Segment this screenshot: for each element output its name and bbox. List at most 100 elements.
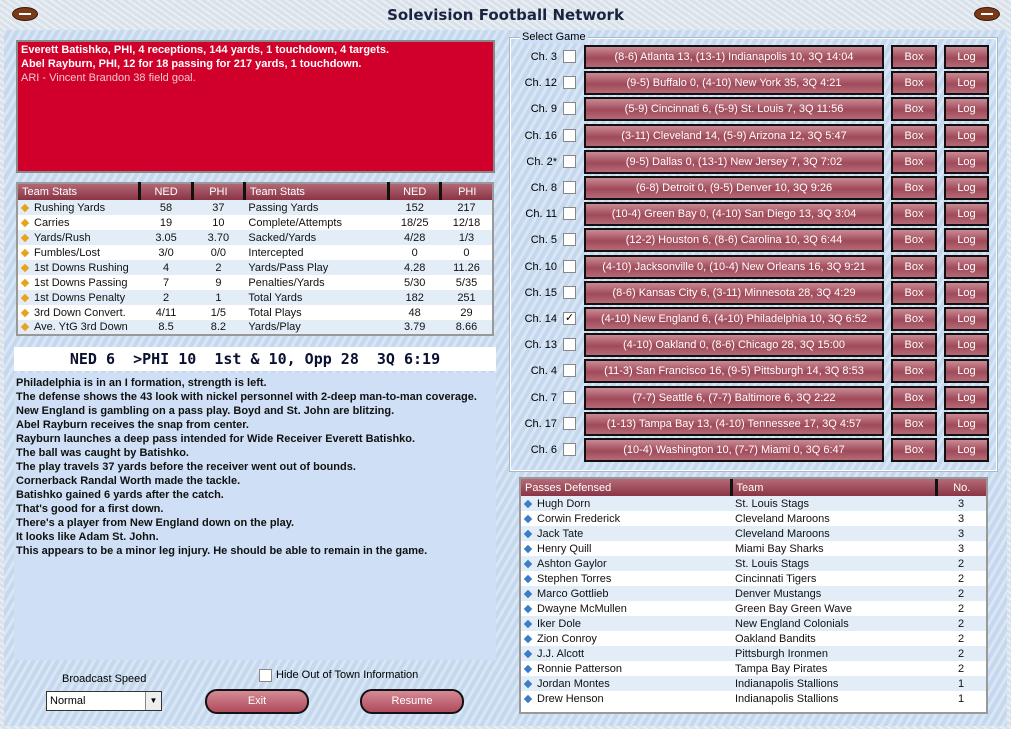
channel-checkbox[interactable] (563, 285, 576, 299)
channel-checkbox[interactable] (563, 364, 576, 378)
log-button[interactable]: Log (944, 438, 989, 462)
box-score-button[interactable]: Box (891, 202, 937, 227)
play-by-play: Philadelphia is in an I formation, stren… (14, 373, 496, 660)
stat-cell: 8.66 (440, 320, 493, 335)
chevron-down-icon[interactable]: ▼ (145, 692, 161, 710)
box-score-button[interactable]: Box (891, 45, 937, 69)
game-button[interactable]: (1-13) Tampa Bay 13, (4-10) Tennessee 17… (584, 411, 884, 436)
table-row[interactable]: Corwin Frederick Cleveland Maroons 3 (521, 511, 986, 526)
log-button[interactable]: Log (944, 149, 989, 174)
channel-checkbox[interactable] (563, 416, 576, 430)
hide-out-of-town-checkbox[interactable] (259, 669, 272, 682)
channel-checkbox[interactable] (563, 102, 576, 116)
table-row[interactable]: Ashton Gaylor St. Louis Stags 2 (521, 556, 986, 571)
game-button[interactable]: (4-10) Jacksonville 0, (10-4) New Orlean… (584, 254, 884, 279)
channel-checkbox[interactable] (563, 154, 576, 168)
channel-checkbox[interactable] (563, 207, 576, 221)
game-button[interactable]: (3-11) Cleveland 14, (5-9) Arizona 12, 3… (584, 123, 884, 148)
log-button[interactable]: Log (944, 97, 989, 122)
game-button[interactable]: (7-7) Seattle 6, (7-7) Baltimore 6, 3Q 2… (584, 385, 884, 410)
channel-checkbox[interactable] (563, 76, 576, 90)
channel-checkbox[interactable] (563, 50, 576, 63)
team-stats-table: Team Stats NED PHI Team Stats NED PHI Rushing … (16, 182, 494, 336)
stat-cell: Intercepted (244, 245, 388, 260)
play-line: Abel Rayburn receives the snap from cent… (16, 419, 249, 431)
box-score-button[interactable]: Box (891, 228, 937, 253)
game-button[interactable]: (6-8) Detroit 0, (9-5) Denver 10, 3Q 9:2… (584, 176, 884, 200)
log-button[interactable]: Log (944, 176, 989, 200)
channel-checkbox[interactable] (563, 233, 576, 247)
broadcast-speed-select[interactable]: Normal ▼ (46, 691, 162, 711)
game-button[interactable]: (9-5) Dallas 0, (13-1) New Jersey 7, 3Q … (584, 149, 884, 174)
box-score-button[interactable]: Box (891, 149, 937, 174)
table-row[interactable]: Dwayne McMullen Green Bay Green Wave 2 (521, 601, 986, 616)
table-row: Ave. YtG 3rd Down 8.5 8.2 Yards/Play 3.79 8.6… (17, 320, 493, 335)
leader-cell: 2 (936, 616, 986, 631)
game-button[interactable]: (11-3) San Francisco 16, (9-5) Pittsburg… (584, 359, 884, 384)
channel-checkbox[interactable] (563, 259, 576, 273)
table-row[interactable]: Jack Tate Cleveland Maroons 3 (521, 526, 986, 541)
log-button[interactable]: Log (944, 359, 989, 384)
stat-cell: Carries (17, 215, 140, 230)
table-row[interactable]: Henry Quill Miami Bay Sharks 3 (521, 541, 986, 556)
resume-button[interactable]: Resume (360, 689, 464, 714)
table-row[interactable]: Stephen Torres Cincinnati Tigers 2 (521, 571, 986, 586)
stat-value: 217 (457, 201, 476, 214)
channel-checkbox[interactable] (563, 181, 576, 194)
box-score-button[interactable]: Box (891, 359, 937, 384)
table-row[interactable]: Ronnie Patterson Tampa Bay Pirates 2 (521, 661, 986, 676)
log-button[interactable]: Log (944, 71, 989, 96)
box-score-button[interactable]: Box (891, 254, 937, 279)
game-button[interactable]: (8-6) Kansas City 6, (3-11) Minnesota 28… (584, 280, 884, 305)
log-button[interactable]: Log (944, 307, 989, 331)
channel-checkbox[interactable] (563, 338, 576, 352)
stat-cell: Sacked/Yards (244, 230, 389, 245)
bullet-icon (523, 694, 533, 703)
table-row[interactable]: Jordan Montes Indianapolis Stallions 1 (521, 676, 986, 691)
game-button[interactable]: (10-4) Washington 10, (7-7) Miami 0, 3Q … (584, 438, 884, 462)
log-button[interactable]: Log (944, 45, 989, 69)
exit-button[interactable]: Exit (205, 689, 309, 714)
box-score-button[interactable]: Box (891, 385, 937, 410)
box-score-button[interactable]: Box (891, 280, 937, 305)
column-header: PHI (458, 186, 477, 198)
table-row[interactable]: Drew Henson Indianapolis Stallions 1 (521, 691, 986, 706)
table-row[interactable]: J.J. Alcott Pittsburgh Ironmen 2 (521, 646, 986, 661)
game-button[interactable]: (4-10) New England 6, (4-10) Philadelphi… (584, 307, 884, 331)
log-button[interactable]: Log (944, 411, 989, 436)
stat-value: Intercepted (248, 246, 304, 259)
box-score-button[interactable]: Box (891, 333, 937, 358)
log-button[interactable]: Log (944, 280, 989, 305)
game-button[interactable]: (10-4) Green Bay 0, (4-10) San Diego 13,… (584, 202, 884, 227)
game-button[interactable]: (4-10) Oakland 0, (8-6) Chicago 28, 3Q 1… (584, 333, 884, 358)
leader-cell: Denver Mustangs (731, 586, 936, 601)
stat-cell: 48 (388, 305, 441, 320)
box-score-button[interactable]: Box (891, 176, 937, 200)
log-button[interactable]: Log (944, 385, 989, 410)
game-button[interactable]: (12-2) Houston 6, (8-6) Carolina 10, 3Q … (584, 228, 884, 253)
box-score-button[interactable]: Box (891, 97, 937, 122)
channel-checkbox[interactable] (563, 390, 576, 404)
box-score-button[interactable]: Box (891, 123, 937, 148)
log-button[interactable]: Log (944, 254, 989, 279)
channel-checkbox[interactable]: ✓ (563, 312, 576, 325)
box-score-button[interactable]: Box (891, 438, 937, 462)
game-button[interactable]: (8-6) Atlanta 13, (13-1) Indianapolis 10… (584, 45, 884, 69)
leader-value: Stephen Torres (537, 572, 612, 585)
box-score-button[interactable]: Box (891, 307, 937, 331)
table-row[interactable]: Marco Gottlieb Denver Mustangs 2 (521, 586, 986, 601)
box-score-button[interactable]: Box (891, 71, 937, 96)
box-score-button[interactable]: Box (891, 411, 937, 436)
table-row[interactable]: Zion Conroy Oakland Bandits 2 (521, 631, 986, 646)
channel-checkbox[interactable] (563, 128, 576, 142)
game-button[interactable]: (9-5) Buffalo 0, (4-10) New York 35, 3Q … (584, 71, 884, 96)
channel-checkbox[interactable] (563, 443, 576, 456)
table-row[interactable]: Iker Dole New England Colonials 2 (521, 616, 986, 631)
stat-value: 4 (162, 261, 170, 274)
log-button[interactable]: Log (944, 123, 989, 148)
log-button[interactable]: Log (944, 202, 989, 227)
game-button[interactable]: (5-9) Cincinnati 6, (5-9) St. Louis 7, 3… (584, 97, 884, 122)
table-row[interactable]: Hugh Dorn St. Louis Stags 3 (521, 496, 986, 511)
log-button[interactable]: Log (944, 228, 989, 253)
log-button[interactable]: Log (944, 333, 989, 358)
